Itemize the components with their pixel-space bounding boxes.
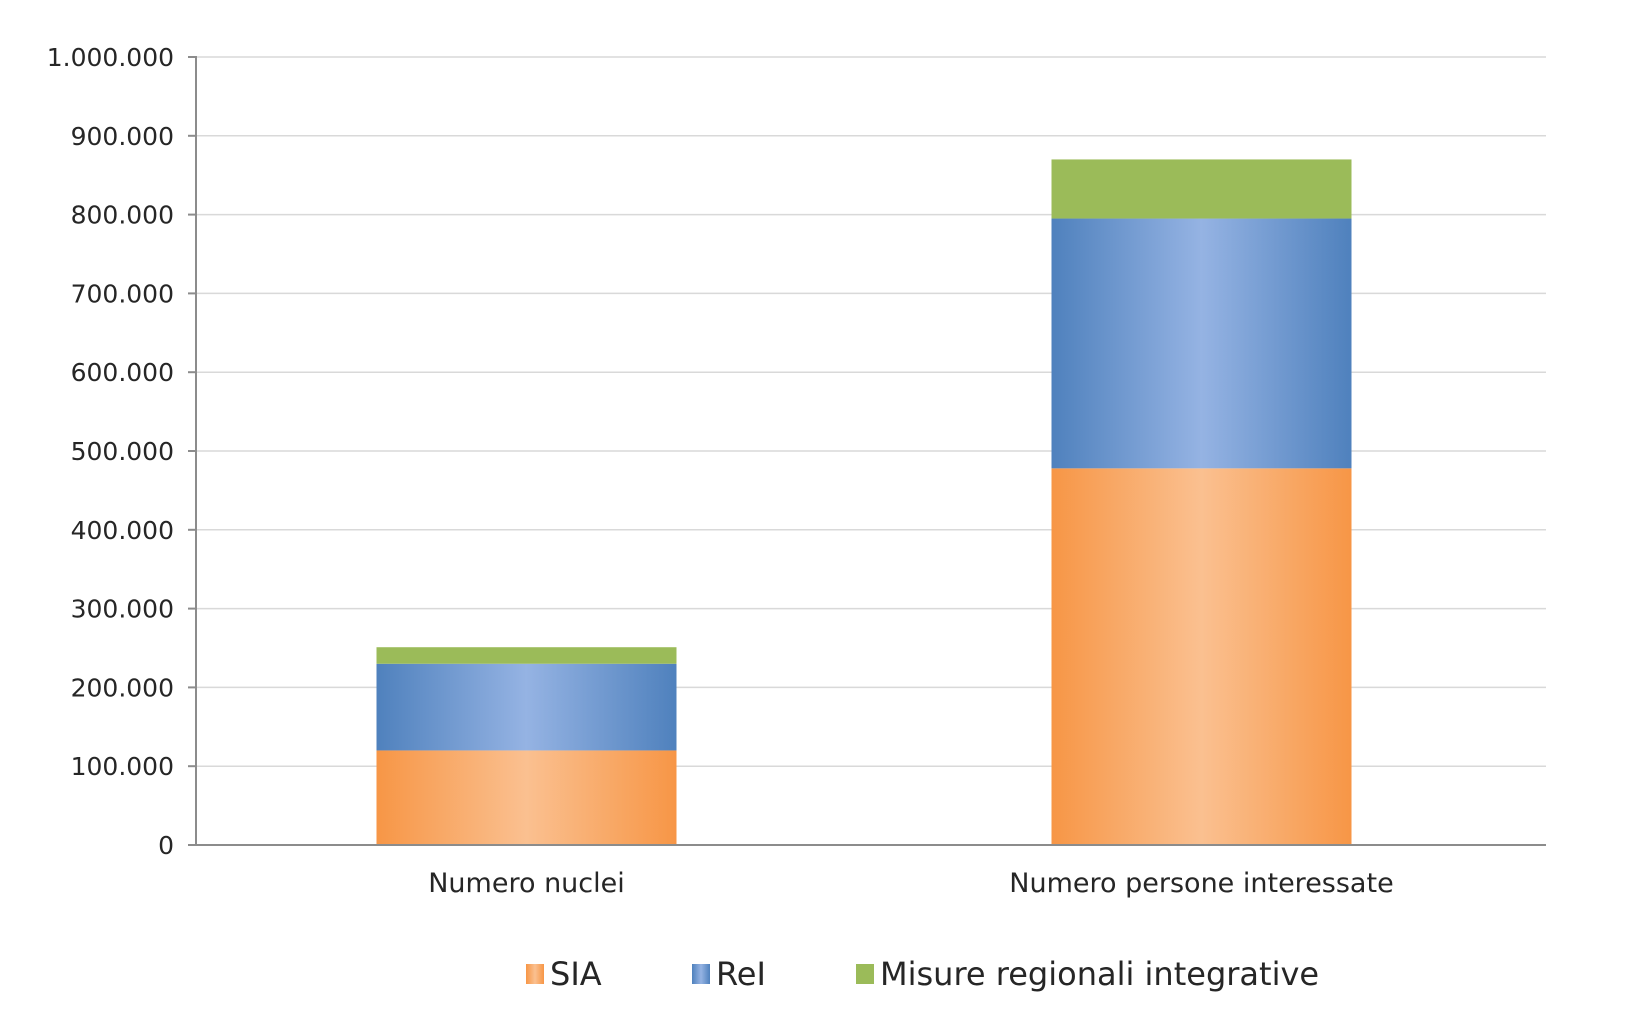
legend-swatch: [526, 964, 544, 984]
y-tick-label: 200.000: [71, 673, 174, 702]
legend-label: SIA: [550, 955, 602, 993]
bar-segment: [1051, 218, 1352, 469]
y-tick-label: 500.000: [71, 437, 174, 466]
legend-swatch: [856, 964, 874, 984]
bars: [376, 159, 1352, 845]
bar-segment: [376, 647, 677, 664]
x-axis-labels: Numero nuclei Numero persone interessate: [428, 868, 1393, 899]
y-tick-label: 600.000: [71, 358, 174, 387]
bar-segment: [376, 750, 677, 845]
legend: SIA ReI Misure regionali integrative: [526, 955, 1319, 993]
y-tick-label: 400.000: [71, 516, 174, 545]
bar-segment: [1051, 159, 1352, 219]
y-tick-label: 900.000: [71, 122, 174, 151]
y-axis-ticks: 0 100.000 200.000 300.000 400.000 500.000 600.…: [47, 43, 196, 860]
bar-segment: [1051, 468, 1352, 845]
y-tick-label: 100.000: [71, 752, 174, 781]
legend-label: ReI: [716, 955, 766, 993]
y-tick-label: 0: [158, 831, 174, 860]
x-category-label: Numero persone interessate: [1009, 868, 1393, 899]
legend-swatch: [692, 964, 710, 984]
axes: [195, 56, 1546, 846]
x-category-label: Numero nuclei: [428, 868, 625, 899]
y-tick-label: 700.000: [71, 279, 174, 308]
y-tick-label: 800.000: [71, 201, 174, 230]
legend-label: Misure regionali integrative: [880, 955, 1319, 993]
y-tick-label: 1.000.000: [47, 43, 174, 72]
bar-segment: [376, 663, 677, 751]
y-tick-label: 300.000: [71, 595, 174, 624]
